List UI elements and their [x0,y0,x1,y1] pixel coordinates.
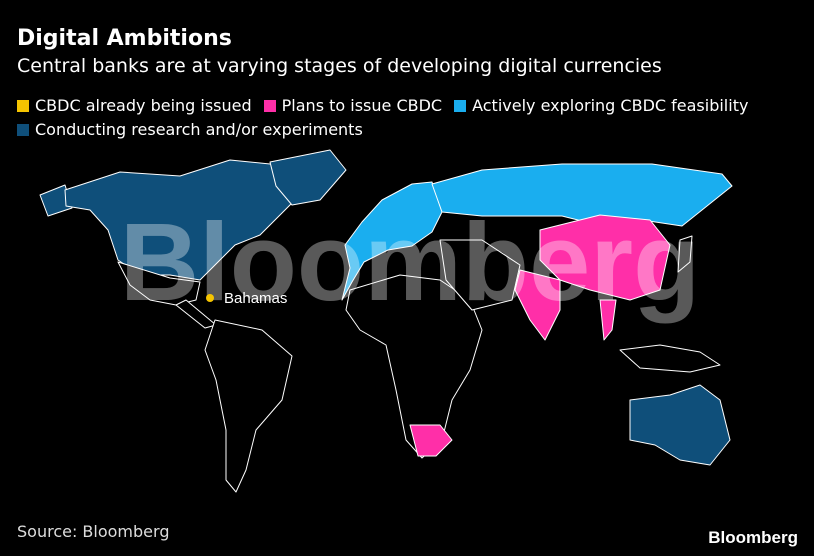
legend-label: Conducting research and/or experiments [35,120,363,139]
annotation: Bahamas [224,290,287,307]
legend-swatch [263,100,276,112]
south-america [204,319,293,493]
title: Digital Ambitions [17,26,232,51]
subtitle: Central banks are at varying stages of d… [17,55,662,77]
thailand [599,299,617,341]
alaska [39,184,73,217]
bahamas-marker [206,294,214,302]
south-africa [409,424,453,457]
legend-label: Actively exploring CBDC feasibility [472,96,749,115]
legend-label: Plans to issue CBDC [281,96,443,115]
legend-swatch [17,124,29,136]
north-america [64,159,301,281]
legend-label: CBDC already being issued [35,96,252,115]
legend-item: Plans to issue CBDC [263,94,443,118]
europe [341,181,443,301]
china [539,214,671,301]
australia [629,384,731,466]
legend-swatch [454,100,467,112]
southeast-asia [619,344,721,373]
middle-east [439,239,521,311]
legend-item: CBDC already being issued [17,94,252,118]
source: Source: Bloomberg [17,522,170,541]
india [514,269,561,341]
japan [677,235,693,273]
greenland [269,149,347,206]
legend-item: Conducting research and/or experiments [17,118,363,142]
legend-swatch [17,100,29,112]
legend: CBDC already being issued Plans to issue … [17,94,807,142]
logo: Bloomberg [708,528,798,547]
legend-item: Actively exploring CBDC feasibility [454,94,748,118]
russia [431,163,733,227]
watermark: Bloomberg [120,201,701,324]
world-map: Bloomberg Bahamas [39,149,733,493]
